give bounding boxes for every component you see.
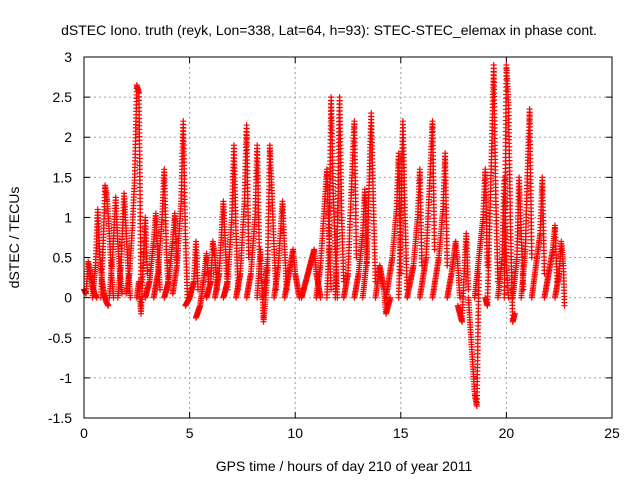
y-tick-label: 1.5 (53, 169, 73, 185)
chart-title: dSTEC Iono. truth (reyk, Lon=338, Lat=64… (61, 22, 597, 38)
y-tick-label: 2.5 (53, 89, 73, 105)
data-point (431, 246, 438, 253)
grid (84, 57, 612, 418)
y-tick-label: -1 (60, 370, 73, 386)
x-tick-label: 5 (186, 425, 194, 441)
x-tick-label: 0 (80, 425, 88, 441)
y-tick-label: -1.5 (48, 410, 72, 426)
data-point (561, 302, 568, 309)
x-tick-label: 20 (499, 425, 515, 441)
y-tick-label: 0.5 (53, 250, 73, 266)
x-axis-label: GPS time / hours of day 210 of year 2011 (216, 458, 473, 474)
x-tick-label: 15 (393, 425, 409, 441)
y-tick-label: -0.5 (48, 330, 72, 346)
data-point (157, 286, 164, 293)
x-tick-label: 10 (287, 425, 303, 441)
y-axis-label: dSTEC / TECUs (6, 187, 22, 289)
data-markers (81, 62, 568, 409)
data-point (127, 294, 134, 301)
y-tick-label: 1 (64, 209, 72, 225)
data-point (105, 302, 112, 309)
y-tick-label: 2 (64, 129, 72, 145)
x-tick-label: 25 (604, 425, 620, 441)
y-tick-label: 3 (64, 49, 72, 65)
y-tick-label: 0 (64, 290, 72, 306)
plot-frame (83, 56, 613, 419)
